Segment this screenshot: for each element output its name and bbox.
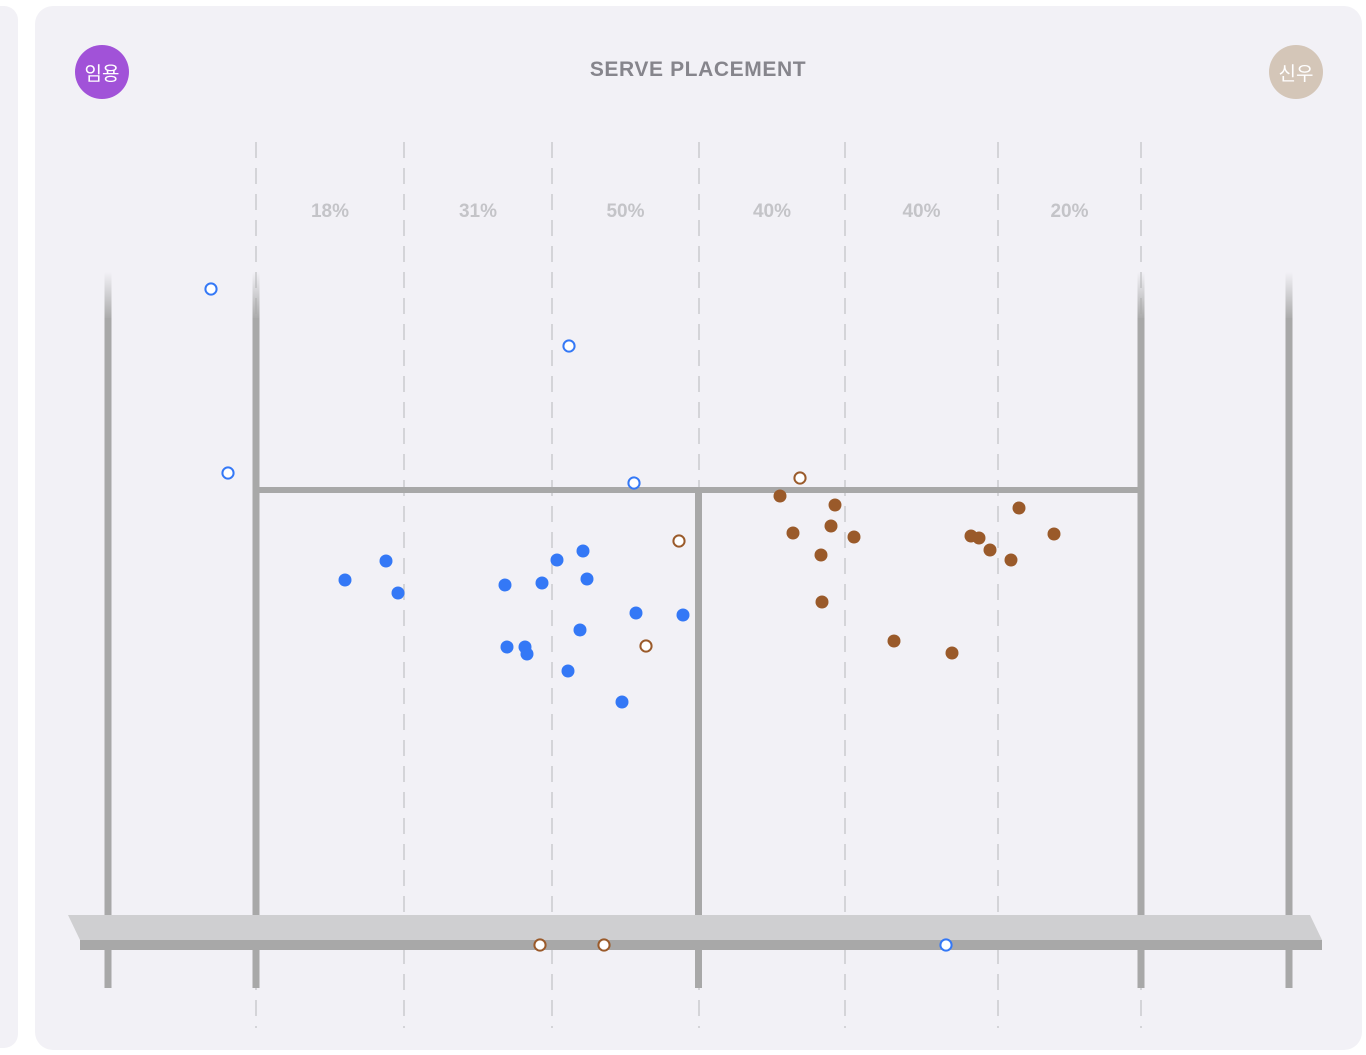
serve-fault-left-1 <box>204 282 218 296</box>
serve-fault-right-5 <box>597 938 611 952</box>
court-lines <box>104 272 1293 988</box>
net <box>68 915 1322 950</box>
zone-label-3: 50% <box>606 201 644 222</box>
serve-in-right-11 <box>1047 527 1061 541</box>
serve-fault-left-3 <box>221 466 235 480</box>
serve-fault-right-4 <box>533 938 547 952</box>
serve-fault-left-4 <box>627 476 641 490</box>
sideline-fade <box>252 272 260 320</box>
serve-in-right-1 <box>773 489 787 503</box>
sideline-fade <box>104 272 112 320</box>
singles-sideline-left <box>252 318 260 988</box>
side-panel-edge <box>0 6 18 1048</box>
serve-fault-left-2 <box>562 339 576 353</box>
player-badge-right[interactable]: 신우 <box>1269 45 1323 99</box>
doubles-sideline-left <box>104 318 112 988</box>
serve-fault-left-5 <box>939 938 953 952</box>
serve-in-right-9 <box>945 646 959 660</box>
serve-fault-right-3 <box>639 639 653 653</box>
serve-in-left-10 <box>629 606 643 620</box>
serve-in-right-15 <box>1004 553 1018 567</box>
sideline-fade <box>1137 272 1145 320</box>
serve-in-right-13 <box>972 531 986 545</box>
serve-in-left-8 <box>580 572 594 586</box>
zone-label-1: 18% <box>311 201 349 222</box>
player-badge-left[interactable]: 임용 <box>75 45 129 99</box>
serve-in-left-3 <box>391 586 405 600</box>
serve-in-left-6 <box>550 553 564 567</box>
serve-in-left-5 <box>535 576 549 590</box>
zone-label-2: 31% <box>459 201 497 222</box>
net-cord <box>80 940 1322 950</box>
serve-in-left-11 <box>676 608 690 622</box>
zone-label-4: 40% <box>753 201 791 222</box>
serve-in-left-2 <box>379 554 393 568</box>
serve-in-left-9 <box>573 623 587 637</box>
sideline-fade <box>1285 272 1293 320</box>
serve-in-left-16 <box>615 695 629 709</box>
net-band <box>68 915 1322 940</box>
serve-fault-right-2 <box>672 534 686 548</box>
serve-in-right-10 <box>1012 501 1026 515</box>
serve-in-left-15 <box>561 664 575 678</box>
zone-label-6: 20% <box>1050 201 1088 222</box>
serve-points <box>204 282 1061 952</box>
serve-fault-right-1 <box>793 471 807 485</box>
doubles-sideline-right <box>1285 318 1293 988</box>
chart-title: SERVE PLACEMENT <box>589 58 807 81</box>
serve-in-right-4 <box>824 519 838 533</box>
serve-in-right-2 <box>828 498 842 512</box>
zone-percentage-labels: 18% 31% 50% 40% 40% 20% <box>311 201 1089 222</box>
singles-sideline-right <box>1137 318 1145 988</box>
serve-in-left-1 <box>338 573 352 587</box>
serve-in-left-4 <box>498 578 512 592</box>
serve-in-left-12 <box>500 640 514 654</box>
serve-in-right-14 <box>983 543 997 557</box>
serve-in-left-14 <box>520 647 534 661</box>
zone-label-5: 40% <box>902 201 940 222</box>
serve-in-right-5 <box>847 530 861 544</box>
serve-in-right-6 <box>814 548 828 562</box>
serve-in-right-7 <box>815 595 829 609</box>
serve-in-left-7 <box>576 544 590 558</box>
serve-in-right-3 <box>786 526 800 540</box>
serve-in-right-8 <box>887 634 901 648</box>
center-service-line <box>695 487 702 988</box>
